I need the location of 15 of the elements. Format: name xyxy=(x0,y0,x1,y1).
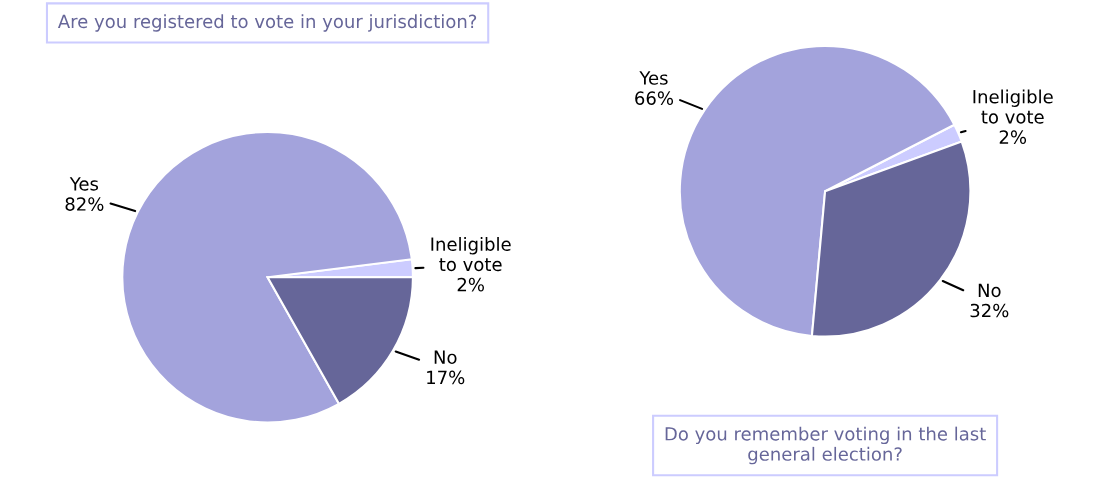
slice-label: Yes xyxy=(639,71,668,85)
slice-label: No xyxy=(978,283,1001,298)
slice-label: Yes xyxy=(69,177,99,191)
chart-title: Are you registered to vote in your jurisdiction? xyxy=(57,14,477,32)
data-label: 32% xyxy=(970,303,1009,318)
slice-label: Ineligible to vote xyxy=(431,236,511,272)
data-label: 82% xyxy=(65,197,104,211)
pie-slice xyxy=(121,130,413,424)
data-label: 2% xyxy=(457,277,484,292)
text: Do you remember voting in the last general election? xyxy=(665,426,986,465)
slice-label: No xyxy=(434,350,457,364)
data-label: 2% xyxy=(999,130,1027,144)
data-label: 66% xyxy=(635,91,674,105)
slice-label: Ineligible to vote xyxy=(973,89,1053,124)
data-label: 17% xyxy=(427,370,465,385)
